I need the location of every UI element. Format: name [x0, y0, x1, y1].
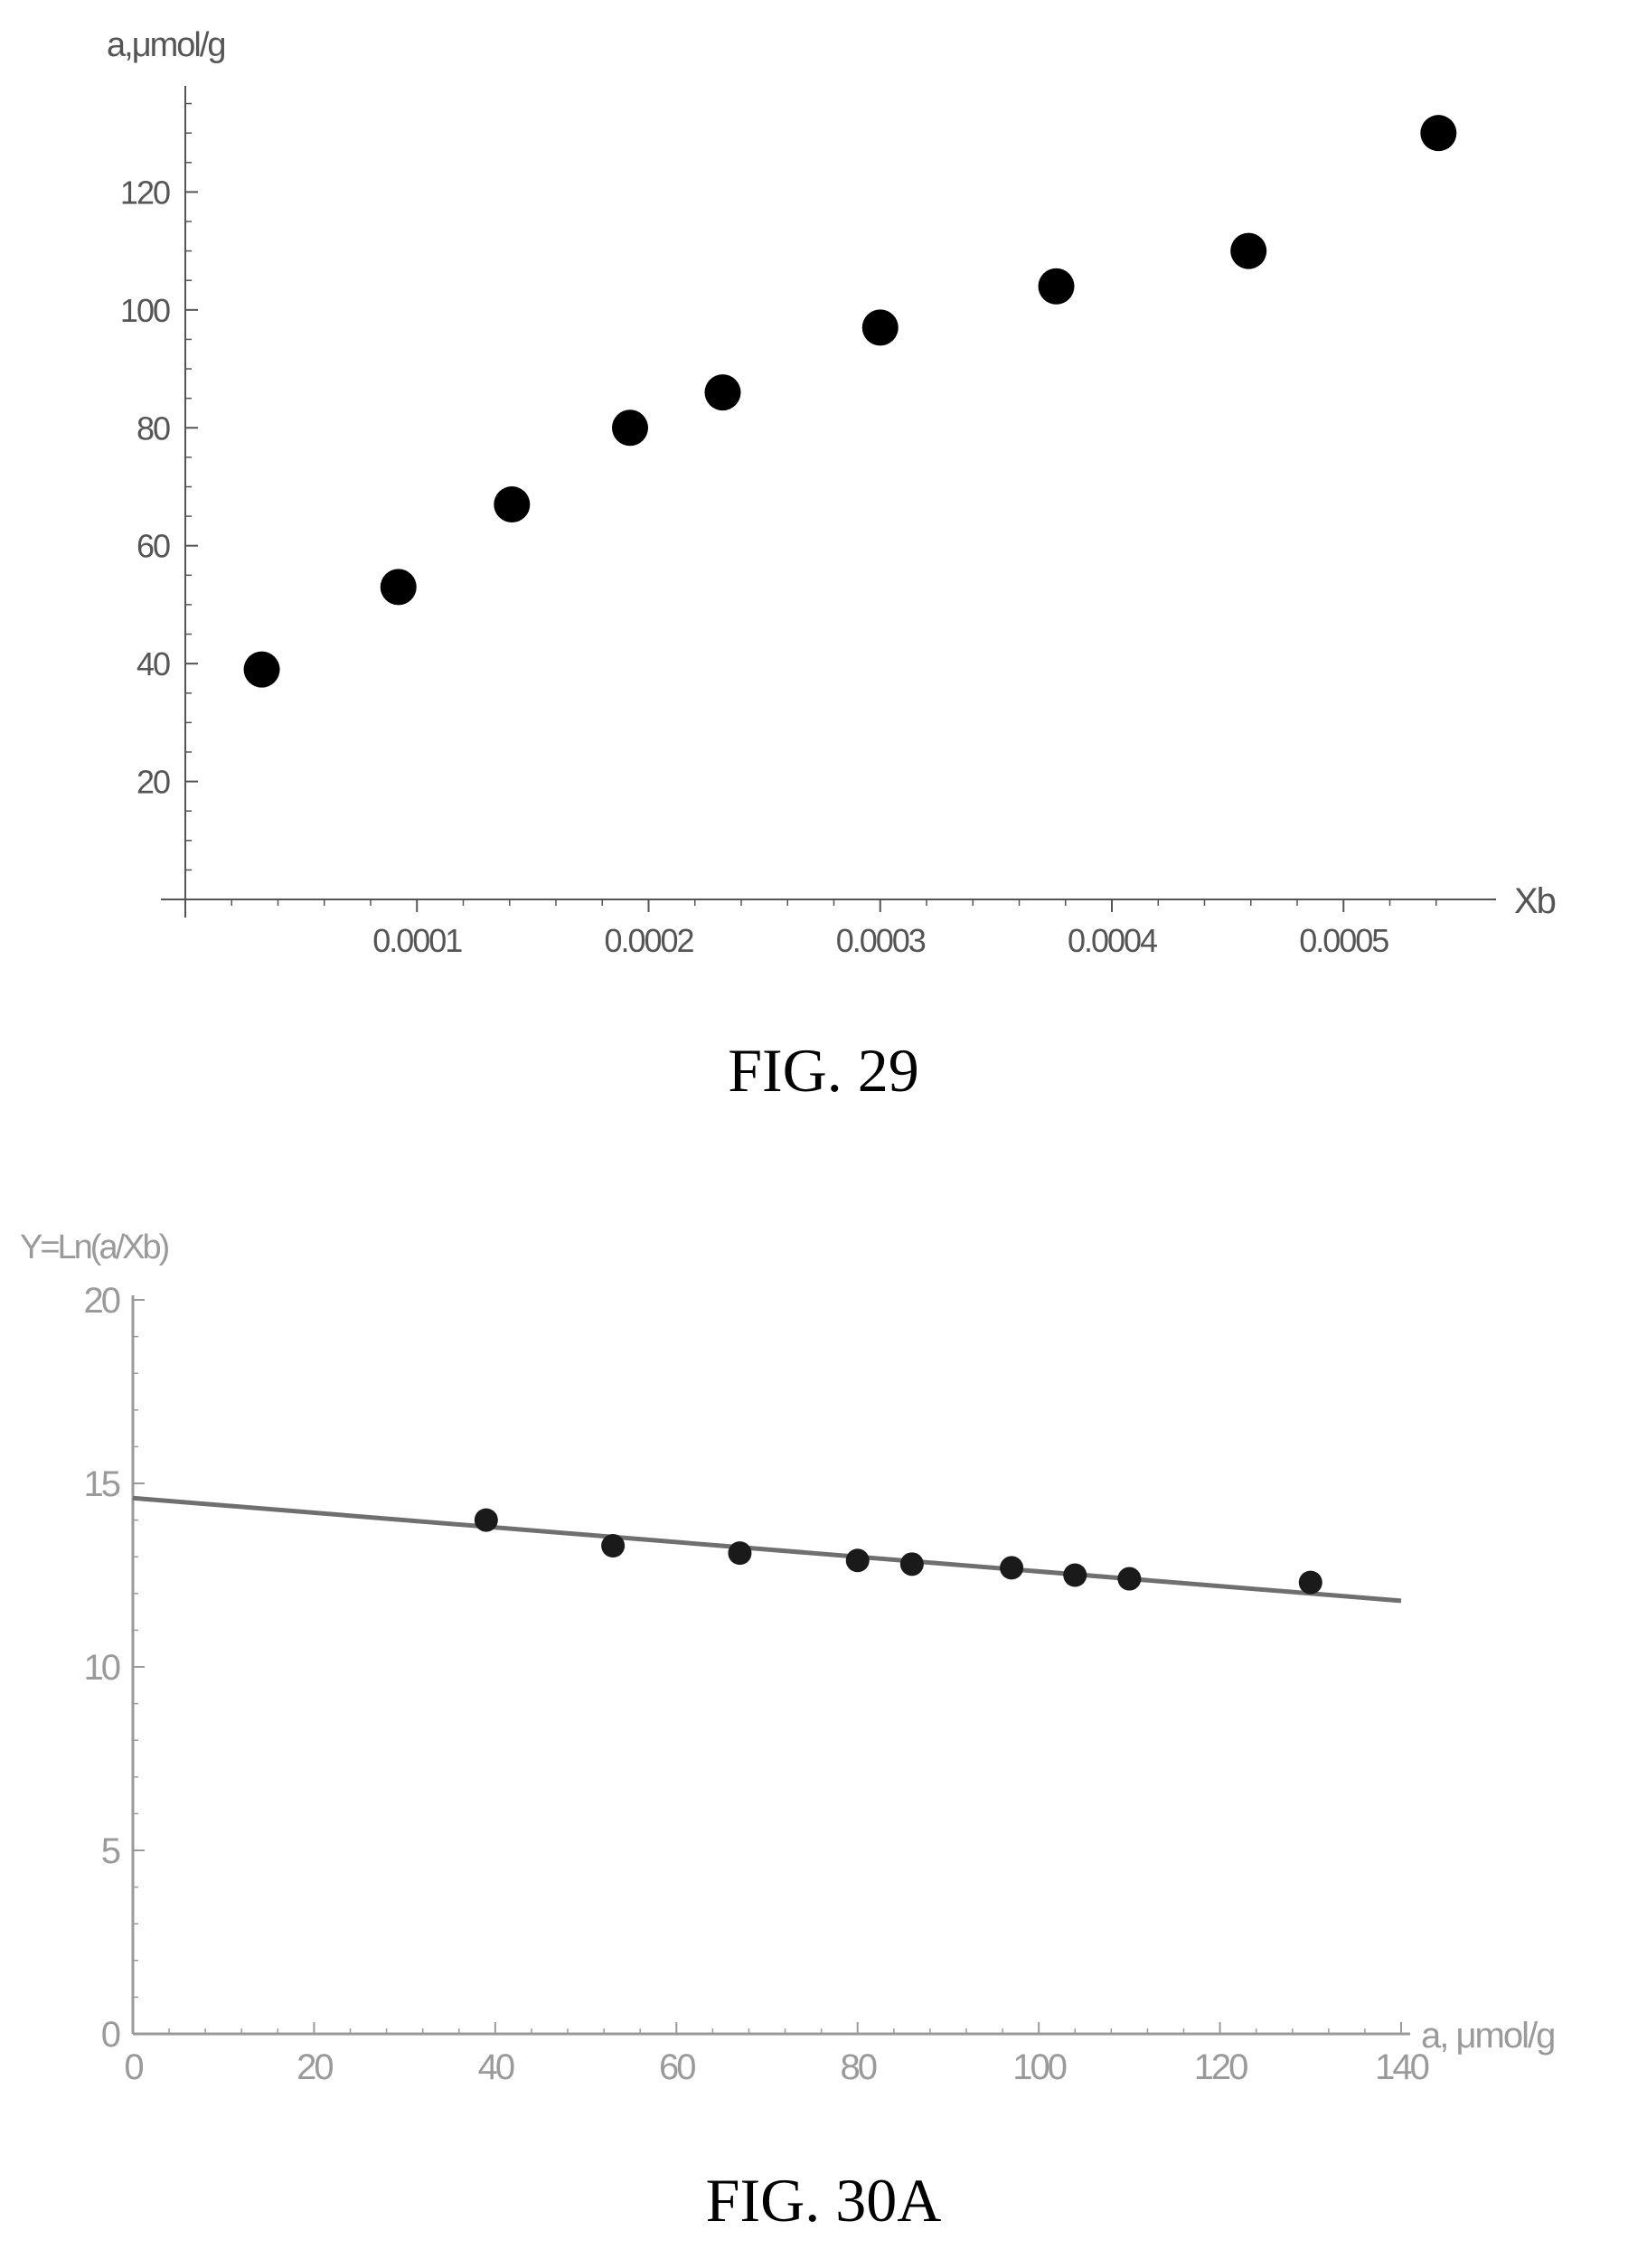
y-tick-label: 20: [84, 1281, 120, 1321]
y-tick-label: 60: [136, 528, 170, 565]
x-tick-label: 60: [659, 2047, 695, 2087]
x-tick-label: 0.0005: [1299, 922, 1388, 959]
y-tick-label: 5: [101, 1831, 120, 1871]
y-axis-label: Y=Ln(a/Xb): [20, 1228, 169, 1266]
x-tick-label: 0.0002: [604, 922, 693, 959]
y-tick-label: 80: [136, 409, 170, 447]
data-point: [1230, 232, 1267, 269]
data-point: [1117, 1567, 1142, 1591]
x-axis-label: Xb: [1514, 881, 1556, 921]
data-point: [845, 1548, 870, 1573]
fig-30a-chart: 0 20 40 60 80 100 120 140 0 5 10 15 20 Y=Ln(a/Xb) a, μ…: [20, 1228, 1556, 2087]
data-point: [1000, 1556, 1024, 1580]
regression-line: [132, 1495, 1402, 1604]
fig-29-chart: 0.0001 0.0002 0.0003 0.0004 0.0005 20 40 60 80 10…: [107, 26, 1558, 959]
y-tick-label: 15: [84, 1464, 120, 1504]
x-tick-label: 40: [478, 2047, 514, 2087]
y-axis-label: a,μmol/g: [107, 26, 225, 64]
x-tick-label: 100: [1012, 2047, 1066, 2087]
y-tick-label: 100: [120, 292, 170, 329]
x-tick-label: 80: [840, 2047, 876, 2087]
data-point: [899, 1552, 924, 1576]
data-point: [601, 1534, 626, 1558]
data-point: [1420, 115, 1457, 152]
y-tick-label: 20: [136, 764, 170, 801]
data-point: [474, 1508, 498, 1532]
fig-30a-caption: FIG. 30A: [705, 2166, 942, 2235]
data-point: [494, 486, 531, 523]
x-tick-label: 140: [1375, 2047, 1428, 2087]
data-point: [1298, 1570, 1322, 1595]
data-point: [243, 651, 280, 688]
data-point: [728, 1541, 752, 1566]
data-point: [612, 409, 648, 447]
x-tick-label: 120: [1194, 2047, 1247, 2087]
x-tick-label: 0.0001: [372, 922, 462, 959]
y-tick-label: 0: [101, 2015, 120, 2055]
x-tick-label: 0.0004: [1068, 922, 1157, 959]
data-point: [704, 374, 741, 411]
data-point: [380, 569, 417, 606]
y-tick-label: 40: [136, 645, 170, 682]
x-tick-label: 20: [296, 2047, 333, 2087]
y-tick-label: 10: [84, 1648, 120, 1688]
x-axis-label: a, μmol/g: [1421, 2016, 1554, 2056]
y-tick-label: 120: [120, 174, 170, 211]
data-point: [1063, 1563, 1087, 1587]
x-tick-label: 0: [124, 2047, 143, 2087]
data-point: [1038, 268, 1075, 305]
fig-29-caption: FIG. 29: [728, 1036, 919, 1105]
data-point: [861, 309, 899, 346]
x-tick-label: 0.0003: [836, 922, 926, 959]
